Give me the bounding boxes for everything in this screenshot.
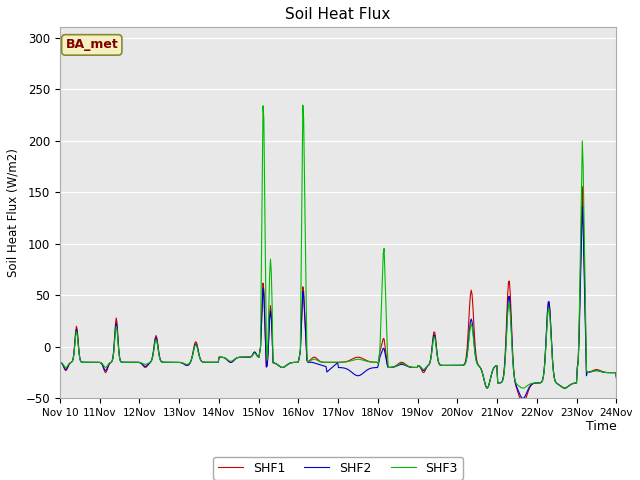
SHF1 [147,360,154,365]
SHF2 [561,385,569,391]
Title: Soil Heat Flux: Soil Heat Flux [285,7,391,22]
Line: SHF3: SHF3 [60,105,616,388]
X-axis label: Time: Time [586,420,616,432]
Line: SHF2: SHF2 [60,206,616,398]
SHF2 [237,354,245,360]
SHF2 [579,204,586,209]
SHF1 [525,386,533,392]
SHF1 [561,385,569,391]
SHF3 [204,360,212,365]
SHF1 [612,370,620,375]
SHF1 [516,396,524,401]
SHF2 [204,360,212,365]
SHF1 [237,354,245,360]
SHF2 [612,375,620,381]
Legend: SHF1, SHF2, SHF3: SHF1, SHF2, SHF3 [213,456,463,480]
SHF2 [519,396,527,401]
Line: SHF1: SHF1 [60,187,616,398]
SHF3 [237,354,245,360]
SHF3 [525,382,533,387]
SHF1 [579,184,586,190]
SHF3 [56,360,64,365]
SHF2 [525,384,533,390]
SHF2 [147,360,154,365]
Y-axis label: Soil Heat Flux (W/m2): Soil Heat Flux (W/m2) [7,148,20,277]
SHF3 [561,385,569,391]
SHF3 [147,360,154,365]
SHF3 [612,373,620,379]
Text: BA_met: BA_met [65,38,118,51]
SHF3 [72,334,79,339]
SHF3 [562,385,570,391]
SHF1 [72,329,79,335]
SHF3 [299,102,307,108]
SHF2 [56,360,64,365]
SHF2 [72,332,79,337]
SHF1 [204,360,212,365]
SHF1 [56,360,64,365]
